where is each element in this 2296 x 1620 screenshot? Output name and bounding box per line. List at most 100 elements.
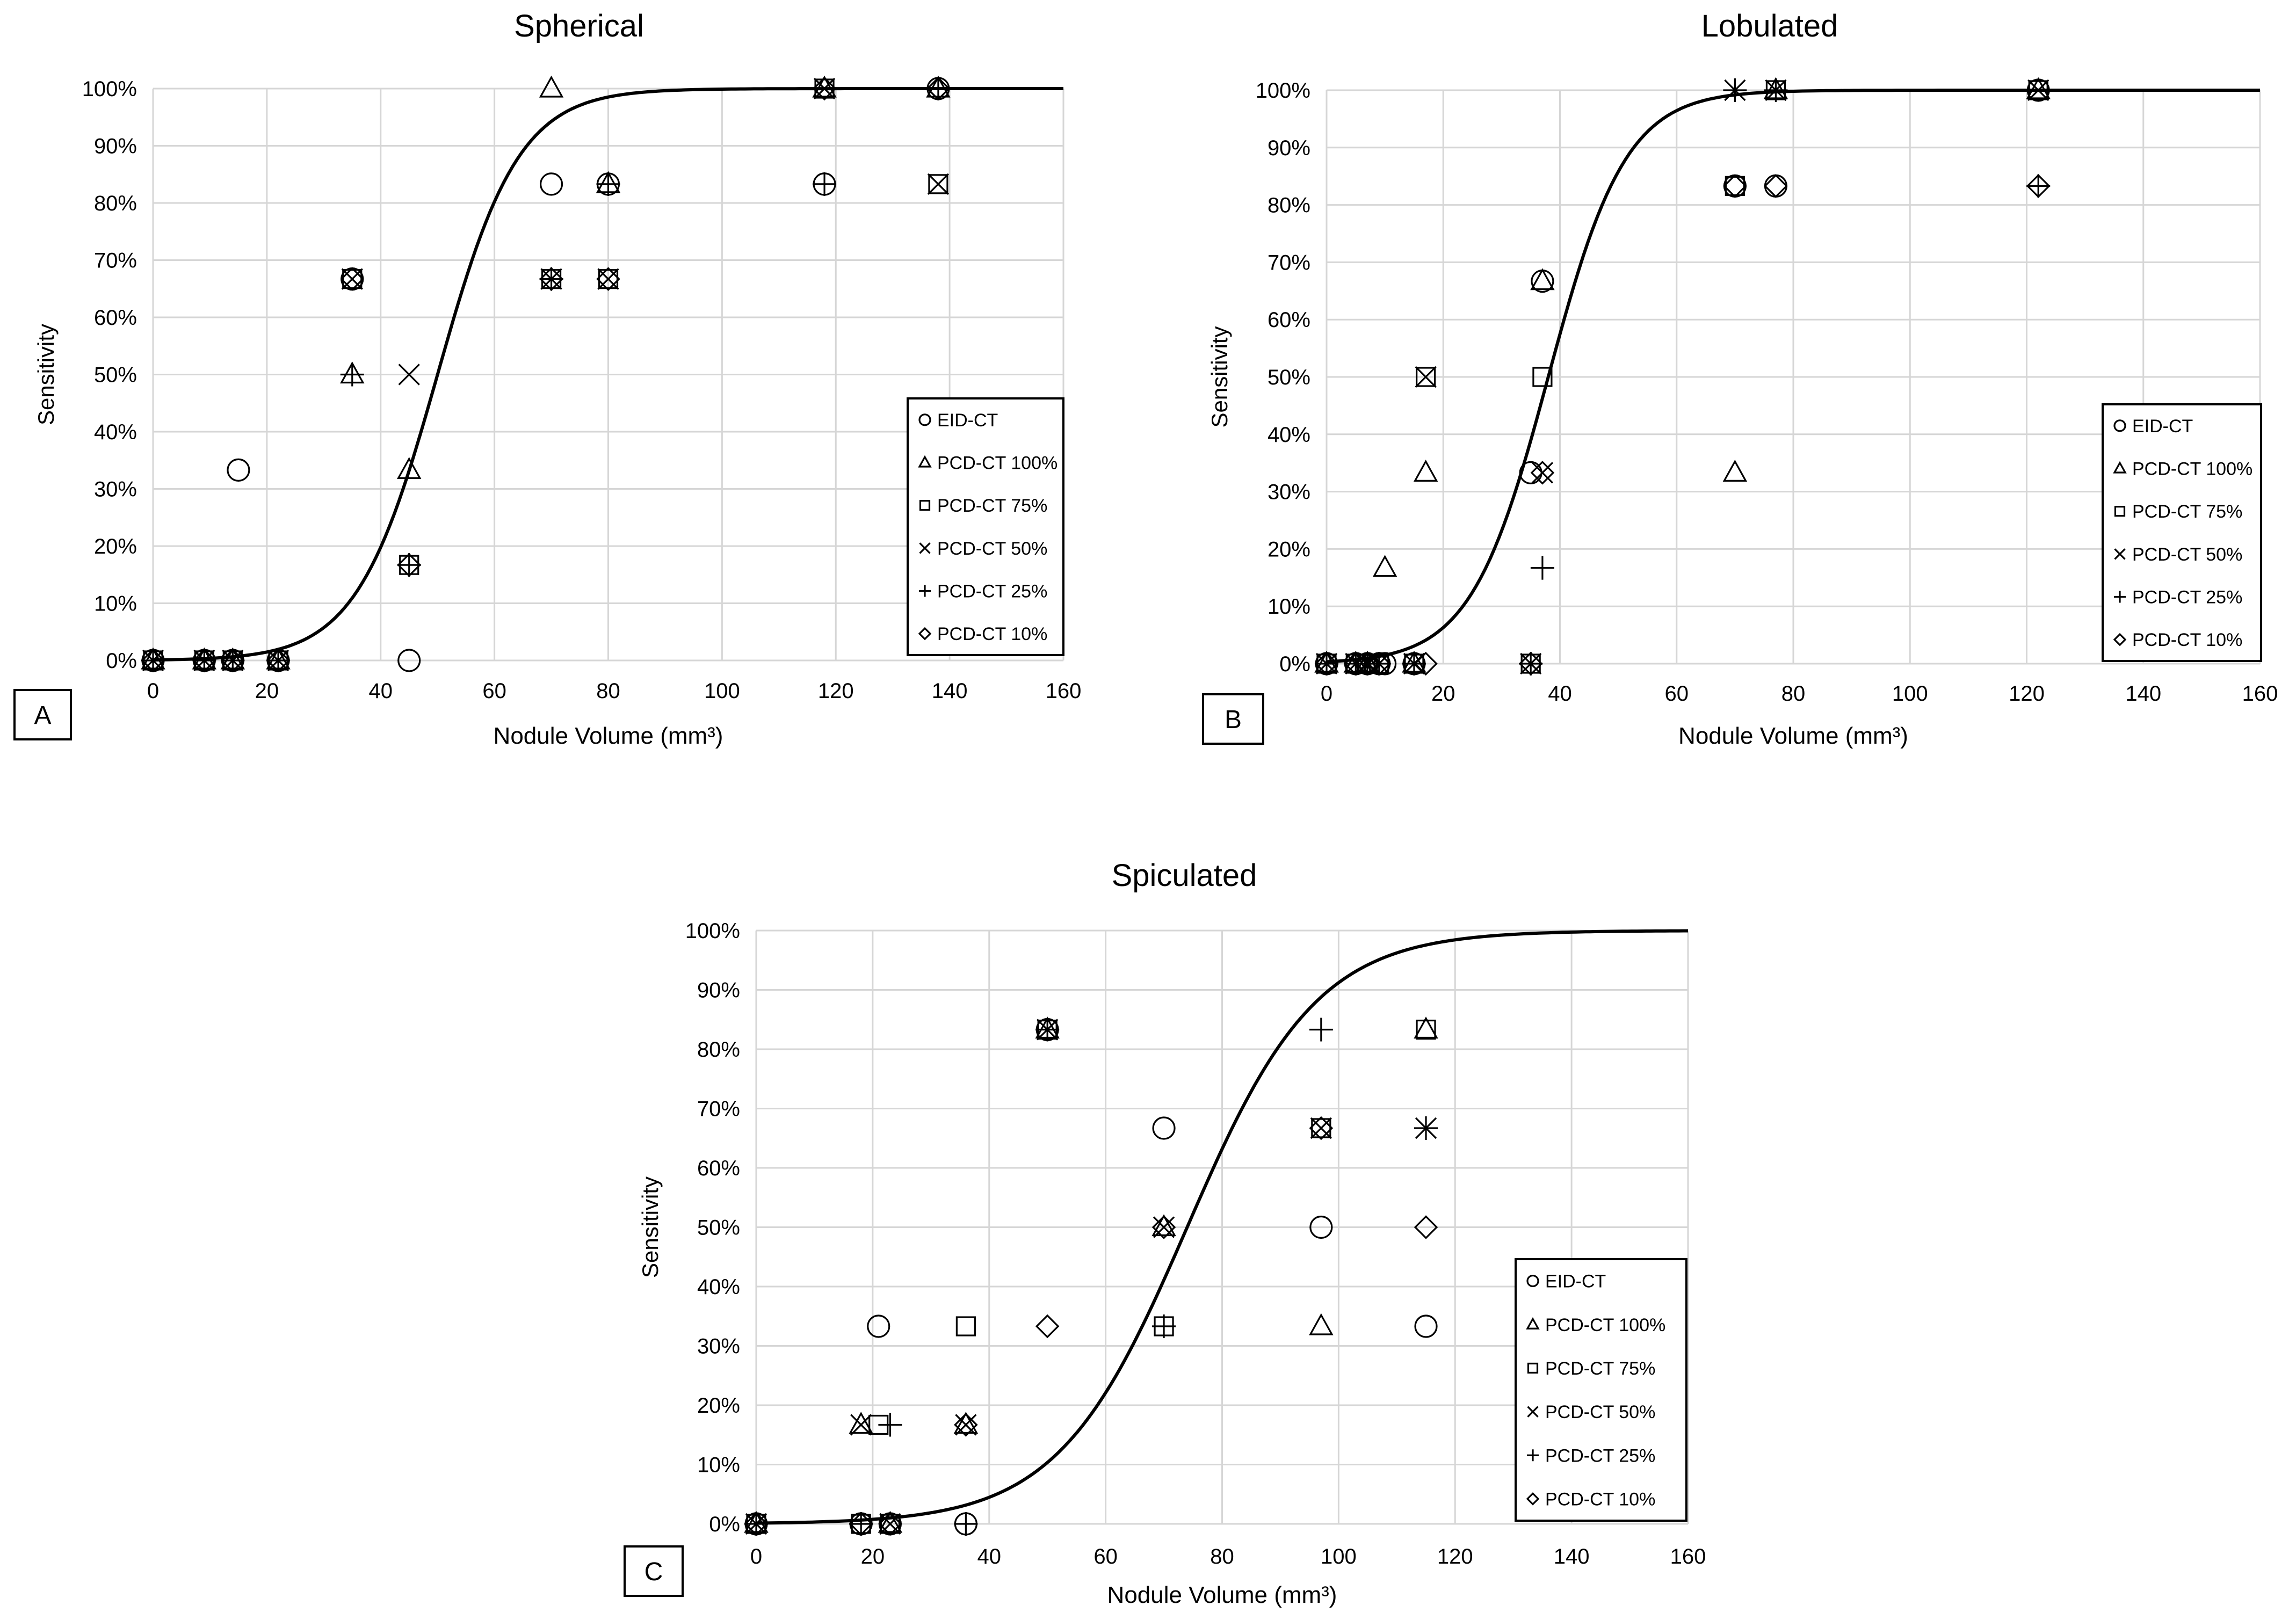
data-point <box>598 269 619 289</box>
legend-marker <box>1526 1492 1540 1506</box>
x-tick-label: 140 <box>1554 1545 1590 1568</box>
y-axis-label: Sensitivity <box>33 324 59 425</box>
data-point <box>396 457 422 479</box>
series-pcd-ct-25- <box>141 77 950 672</box>
series-pcd-ct-10- <box>744 1116 1438 1536</box>
x-tick-label: 120 <box>2009 682 2045 706</box>
legend-entry: PCD-CT 100% <box>1545 1315 1665 1335</box>
legend-marker <box>918 627 932 641</box>
data-point <box>1764 174 1788 198</box>
legend-marker <box>2113 419 2126 432</box>
legend-marker <box>1526 1317 1540 1330</box>
y-tick-label: 100% <box>685 919 740 943</box>
data-point <box>1309 1018 1333 1042</box>
data-point <box>955 1414 977 1436</box>
data-point <box>814 78 835 99</box>
data-point <box>221 648 245 673</box>
legend-entry: PCD-CT 75% <box>2132 502 2242 522</box>
y-tick-label: 30% <box>94 478 137 502</box>
y-tick-label: 30% <box>697 1335 740 1359</box>
data-point <box>1344 651 1368 676</box>
x-axis-label: Nodule Volume (mm³) <box>1678 723 1908 749</box>
data-point <box>1722 460 1748 482</box>
x-tick-label: 0 <box>147 679 159 703</box>
data-point <box>1413 460 1438 482</box>
legend-entry: PCD-CT 25% <box>937 582 1047 602</box>
x-tick-label: 80 <box>1210 1545 1234 1568</box>
legend-marker <box>918 455 932 468</box>
data-point <box>879 1513 901 1535</box>
data-point <box>1531 462 1554 484</box>
x-tick-label: 100 <box>704 679 740 703</box>
data-point <box>539 172 563 196</box>
legend-box <box>1515 1258 1687 1522</box>
y-tick-label: 30% <box>1267 481 1310 504</box>
panel-label-box <box>1202 693 1264 745</box>
data-point <box>2026 174 2051 198</box>
legend-entry: PCD-CT 10% <box>1545 1489 1655 1509</box>
legend-entry: PCD-CT 50% <box>1545 1402 1655 1422</box>
data-point <box>1416 367 1436 387</box>
data-point <box>1152 1116 1176 1140</box>
legend-entry: PCD-CT 10% <box>2132 630 2242 650</box>
legend-entry: PCD-CT 25% <box>2132 587 2242 608</box>
x-tick-label: 60 <box>482 679 506 703</box>
data-point <box>849 1412 873 1434</box>
data-point <box>141 649 165 672</box>
data-point <box>928 174 948 194</box>
data-point <box>878 1510 903 1533</box>
y-tick-label: 90% <box>697 979 740 1002</box>
x-tick-label: 20 <box>861 1545 885 1568</box>
x-tick-label: 60 <box>1093 1545 1118 1568</box>
data-point <box>266 648 291 673</box>
data-point <box>954 1413 978 1437</box>
series-pcd-ct-25- <box>744 1018 1438 1536</box>
y-axis-label: Sensitivity <box>638 1176 663 1278</box>
legend-marker <box>2113 633 2127 646</box>
x-tick-label: 160 <box>1670 1545 1706 1568</box>
data-point <box>1723 78 1747 102</box>
legend-entry: EID-CT <box>937 410 998 431</box>
y-tick-label: 80% <box>94 192 137 215</box>
data-point <box>849 1512 873 1536</box>
y-tick-label: 10% <box>94 592 137 616</box>
y-tick-label: 60% <box>697 1157 740 1180</box>
data-point <box>1151 1215 1176 1239</box>
data-point <box>192 648 216 673</box>
legend-entry: EID-CT <box>2132 416 2193 437</box>
data-point <box>596 172 620 196</box>
data-point <box>1414 1016 1438 1039</box>
data-point <box>1518 651 1543 676</box>
fit-curve <box>1326 89 2260 664</box>
data-point <box>878 1413 902 1437</box>
legend-marker <box>919 500 931 511</box>
data-point <box>340 267 365 291</box>
y-tick-label: 0% <box>709 1513 740 1536</box>
legend-box <box>2102 403 2262 662</box>
legend-entry: PCD-CT 75% <box>937 496 1047 516</box>
data-point <box>813 172 837 196</box>
data-point <box>867 1314 890 1338</box>
legend-entry: EID-CT <box>1545 1272 1606 1292</box>
data-point <box>597 268 619 290</box>
x-tick-label: 60 <box>1665 682 1689 706</box>
y-tick-label: 60% <box>1267 308 1310 332</box>
data-point <box>812 76 837 101</box>
data-point <box>1415 366 1437 388</box>
data-point <box>1152 1314 1176 1339</box>
x-tick-label: 40 <box>1548 682 1572 706</box>
legend: EID-CT PCD-CT 100% PCD-CT 75% PCD-CT 50% PCD… <box>907 397 1064 656</box>
data-point <box>1725 176 1745 196</box>
data-point <box>1153 1216 1175 1238</box>
legend-entry: PCD-CT 50% <box>937 539 1047 559</box>
legend-entry: PCD-CT 75% <box>1545 1359 1655 1379</box>
data-point <box>880 1514 901 1534</box>
data-point <box>342 269 363 289</box>
x-tick-label: 120 <box>818 679 854 703</box>
x-tick-label: 140 <box>932 679 968 703</box>
chart-lobulated: 0 20 40 60 80 100 120 140 160 0% 10% 20% 30% 40% 50% 60… <box>1202 9 2278 749</box>
y-tick-label: 90% <box>94 135 137 158</box>
chart-title: Lobulated <box>1701 9 1838 43</box>
legend-box <box>907 397 1064 656</box>
panel-label: C <box>644 1558 663 1586</box>
